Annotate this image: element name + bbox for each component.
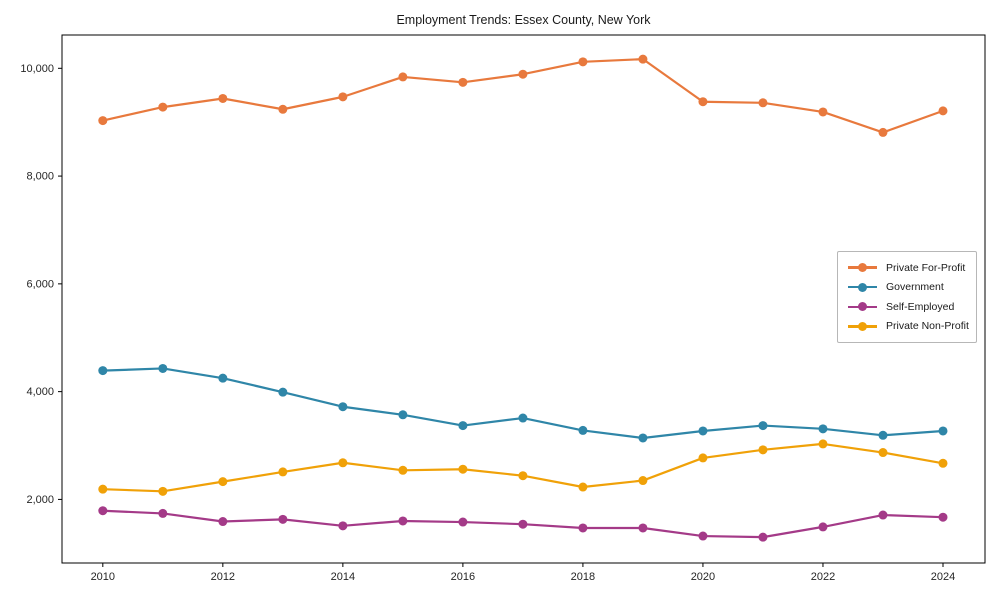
data-point	[98, 484, 108, 494]
data-point	[338, 521, 348, 531]
legend-item: Private For-Profit	[848, 259, 968, 276]
legend-label: Self-Employed	[886, 300, 955, 313]
x-tick-label: 2014	[331, 571, 355, 583]
data-point	[338, 458, 348, 468]
data-point	[398, 410, 408, 420]
data-point	[638, 54, 648, 64]
series-line-government	[102, 367, 944, 440]
data-point	[518, 519, 528, 529]
x-tick-label: 2016	[451, 571, 475, 583]
data-point	[698, 531, 708, 541]
data-point	[938, 106, 948, 116]
data-point	[698, 426, 708, 436]
data-point	[158, 363, 168, 373]
legend-label: Private For-Profit	[886, 261, 966, 274]
data-point	[758, 532, 768, 542]
data-point	[638, 476, 648, 486]
legend-item: Government	[848, 279, 968, 296]
data-point	[818, 424, 828, 434]
legend-line-marker-icon	[848, 263, 877, 272]
data-point	[458, 77, 468, 87]
data-point	[698, 97, 708, 107]
y-tick-label: 6,000	[26, 278, 54, 290]
y-tick-label: 8,000	[26, 171, 54, 183]
series-line-private-non-profit	[102, 442, 944, 493]
x-tick-label: 2010	[91, 571, 115, 583]
data-point	[98, 366, 108, 376]
data-point	[278, 514, 288, 524]
legend-item: Private Non-Profit	[848, 318, 969, 335]
data-point	[518, 413, 528, 423]
data-point	[278, 387, 288, 397]
legend-label: Private Non-Profit	[886, 320, 969, 333]
data-point	[938, 458, 948, 468]
axes-frame	[61, 34, 986, 564]
data-point	[518, 471, 528, 481]
data-point	[578, 523, 588, 533]
y-tick-label: 10,000	[20, 63, 54, 75]
data-point	[878, 430, 888, 440]
data-point	[218, 373, 228, 383]
x-tick-label: 2022	[811, 571, 835, 583]
data-point	[398, 465, 408, 475]
data-point	[818, 439, 828, 449]
x-tick-label: 2024	[931, 571, 955, 583]
data-point	[578, 482, 588, 492]
data-point	[578, 57, 588, 67]
data-point	[638, 523, 648, 533]
legend-line-marker-icon	[848, 302, 877, 312]
data-point	[818, 522, 828, 532]
data-point	[458, 464, 468, 474]
data-point	[878, 127, 888, 137]
data-point	[278, 467, 288, 477]
data-point	[818, 107, 828, 117]
data-point	[278, 104, 288, 114]
x-tick-label: 2012	[211, 571, 235, 583]
data-point	[158, 508, 168, 518]
x-tick-label: 2018	[571, 571, 595, 583]
data-point	[758, 445, 768, 455]
data-point	[578, 425, 588, 435]
data-point	[758, 421, 768, 431]
data-point	[938, 426, 948, 436]
data-point	[338, 92, 348, 102]
data-point	[518, 69, 528, 79]
data-point	[638, 433, 648, 443]
legend: Private For-Profit Government Self-Employe…	[837, 251, 977, 343]
data-point	[398, 72, 408, 82]
data-point	[878, 510, 888, 520]
y-tick-label: 4,000	[26, 386, 54, 398]
data-point	[218, 93, 228, 103]
data-point	[758, 98, 768, 108]
legend-line-marker-icon	[848, 321, 877, 331]
data-point	[98, 116, 108, 126]
data-point	[458, 421, 468, 431]
data-point	[218, 517, 228, 527]
data-point	[458, 517, 468, 527]
legend-line-marker-icon	[848, 282, 877, 292]
x-tick-label: 2020	[691, 571, 715, 583]
y-tick-label: 2,000	[26, 494, 54, 506]
data-point	[398, 516, 408, 526]
data-point	[938, 512, 948, 522]
data-point	[98, 506, 108, 516]
data-point	[698, 453, 708, 463]
data-point	[158, 486, 168, 496]
chart-title: Employment Trends: Essex County, New Yor…	[396, 13, 651, 27]
data-point	[218, 477, 228, 487]
data-point	[338, 402, 348, 412]
data-point	[158, 102, 168, 112]
legend-item: Self-Employed	[848, 298, 968, 315]
data-point	[878, 448, 888, 458]
legend-label: Government	[886, 281, 944, 294]
